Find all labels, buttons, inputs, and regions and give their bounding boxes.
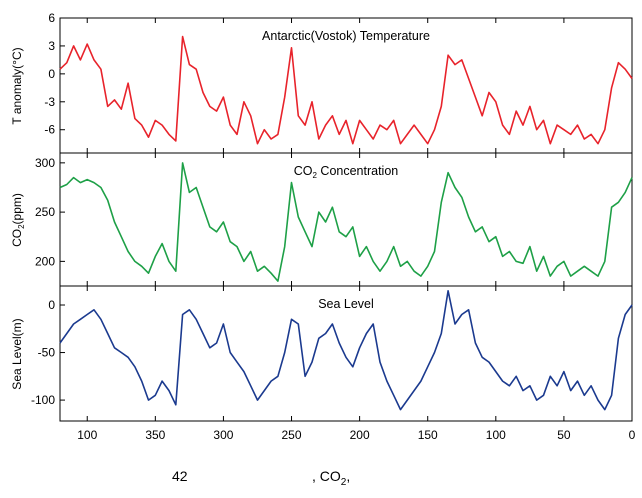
- y-tick-label-sea-level: -50: [38, 346, 56, 360]
- y-tick-label-sea-level: 0: [48, 298, 55, 312]
- series-group-sea-level: [59, 289, 633, 411]
- x-tick-label: 200: [350, 428, 370, 442]
- panel-title-temperature: Antarctic(Vostok) Temperature: [262, 29, 430, 43]
- x-tick-label: 150: [418, 428, 438, 442]
- series-line-temperature: [59, 35, 633, 145]
- x-tick-label: 100: [486, 428, 506, 442]
- y-tick-label-temperature: 3: [48, 39, 55, 53]
- x-ticks: 100 350 300 250 200 150 100 50 0: [77, 18, 636, 442]
- y-ticks-temperature: 6 3 0 -3 -6: [44, 11, 65, 137]
- series-line-sea-level: [59, 289, 633, 411]
- x-tick-label: 0: [629, 428, 636, 442]
- caption-part-1: 42: [172, 468, 188, 484]
- series-line-co2: [59, 162, 633, 282]
- x-tick-label: 300: [213, 428, 233, 442]
- y-tick-label-temperature: 0: [48, 67, 55, 81]
- x-tick-label: 350: [145, 428, 165, 442]
- y-ticks-co2: 300 250 200: [35, 156, 65, 268]
- y-tick-label-co2: 250: [35, 205, 55, 219]
- y-ticks-sea-level: 0 -50 -100: [31, 298, 65, 407]
- y-tick-label-sea-level: -100: [31, 393, 55, 407]
- panel-frame-sea-level: [59, 285, 633, 422]
- ylabel-co2: CO2(ppm): [10, 193, 26, 247]
- ylabel-sea-level: Sea Level(m): [10, 318, 24, 389]
- series-group-co2: [59, 162, 633, 282]
- caption-part-2: , CO2,: [312, 468, 351, 488]
- y-tick-label-temperature: 6: [48, 11, 55, 25]
- y-tick-label-co2: 200: [35, 254, 55, 268]
- series-group-temperature: [59, 35, 633, 145]
- y-tick-label-temperature: -3: [44, 95, 55, 109]
- panel-title-sea-level: Sea Level: [318, 297, 374, 311]
- x-tick-label: 100: [77, 428, 97, 442]
- x-tick-label: 250: [282, 428, 302, 442]
- y-tick-label-temperature: -6: [44, 123, 55, 137]
- x-tick-label: 50: [557, 428, 571, 442]
- y-tick-label-co2: 300: [35, 156, 55, 170]
- panel-title-co2: CO2 Concentration: [294, 164, 399, 180]
- ylabel-temperature: T anomaly(°C): [10, 47, 24, 124]
